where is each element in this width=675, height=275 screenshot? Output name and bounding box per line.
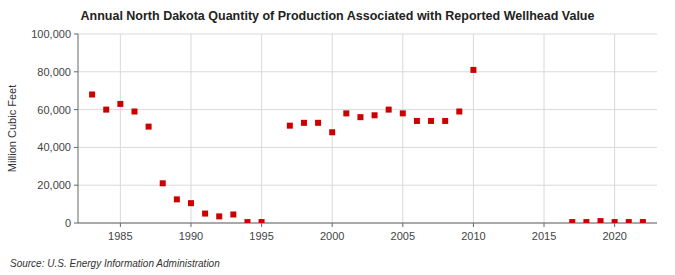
point bbox=[372, 112, 378, 118]
x-tick bbox=[402, 223, 403, 227]
point bbox=[414, 118, 420, 124]
point bbox=[456, 108, 462, 114]
point bbox=[315, 120, 321, 126]
point bbox=[428, 118, 434, 124]
point bbox=[386, 107, 392, 113]
y-tick bbox=[74, 185, 78, 186]
point bbox=[230, 211, 236, 217]
point bbox=[117, 101, 123, 107]
x-tick bbox=[332, 223, 333, 227]
y-grid-line bbox=[78, 34, 657, 35]
title: Annual North Dakota Quantity of Producti… bbox=[81, 9, 595, 23]
point bbox=[259, 219, 265, 223]
point bbox=[329, 129, 335, 135]
x-grid-line bbox=[190, 34, 191, 223]
x-tick-label: 2005 bbox=[391, 230, 415, 242]
point bbox=[103, 107, 109, 113]
point bbox=[174, 196, 180, 202]
point bbox=[470, 67, 476, 73]
point bbox=[583, 219, 589, 223]
x-tick-label: 2015 bbox=[532, 230, 556, 242]
x-grid-line bbox=[120, 34, 121, 223]
point bbox=[301, 120, 307, 126]
y-grid-line bbox=[78, 71, 657, 72]
x-tick bbox=[614, 223, 615, 227]
y-grid-line bbox=[78, 109, 657, 110]
y-tick bbox=[74, 109, 78, 110]
x-tick-label: 1990 bbox=[179, 230, 203, 242]
x-tick-label: 2020 bbox=[602, 230, 626, 242]
point bbox=[598, 218, 604, 223]
source-note: Source: U.S. Energy Information Administ… bbox=[10, 258, 220, 269]
x-grid-line bbox=[332, 34, 333, 223]
y-grid-line bbox=[78, 147, 657, 148]
x-grid-line bbox=[544, 34, 545, 223]
point bbox=[626, 219, 632, 223]
y-tick bbox=[74, 223, 78, 224]
y-axis-line bbox=[78, 34, 79, 223]
y-tick-label: 0 bbox=[65, 217, 71, 229]
point bbox=[188, 200, 194, 206]
x-tick bbox=[473, 223, 474, 227]
y-tick-label: 100,000 bbox=[31, 28, 71, 40]
x-tick-label: 1995 bbox=[249, 230, 273, 242]
y-tick bbox=[74, 34, 78, 35]
point bbox=[244, 219, 250, 223]
point bbox=[442, 118, 448, 124]
x-tick-label: 2010 bbox=[461, 230, 485, 242]
x-tick bbox=[544, 223, 545, 227]
y-tick-label: 60,000 bbox=[37, 104, 71, 116]
point bbox=[216, 213, 222, 219]
grid bbox=[78, 34, 657, 223]
point bbox=[357, 114, 363, 120]
point bbox=[202, 211, 208, 217]
y-tick-label: 40,000 bbox=[37, 141, 71, 153]
point bbox=[343, 110, 349, 116]
x-tick bbox=[120, 223, 121, 227]
y-tick-label: 80,000 bbox=[37, 66, 71, 78]
point bbox=[131, 108, 137, 114]
point bbox=[89, 91, 95, 97]
y-axis-label: Million Cubic Feet bbox=[6, 85, 18, 172]
point bbox=[640, 219, 646, 223]
points bbox=[89, 67, 646, 223]
point bbox=[400, 110, 406, 116]
x-tick bbox=[261, 223, 262, 227]
x-tick-label: 1985 bbox=[108, 230, 132, 242]
x-tick-label: 2000 bbox=[320, 230, 344, 242]
point bbox=[612, 219, 618, 223]
y-tick bbox=[74, 71, 78, 72]
y-tick-label: 20,000 bbox=[37, 179, 71, 191]
x-grid-line bbox=[261, 34, 262, 223]
chart: Annual North Dakota Quantity of Producti… bbox=[0, 0, 675, 275]
point bbox=[160, 180, 166, 186]
x-grid-line bbox=[614, 34, 615, 223]
point bbox=[569, 219, 575, 223]
x-tick bbox=[190, 223, 191, 227]
point bbox=[146, 124, 152, 130]
point bbox=[287, 123, 293, 129]
x-grid-line bbox=[473, 34, 474, 223]
y-tick bbox=[74, 147, 78, 148]
x-grid-line bbox=[402, 34, 403, 223]
